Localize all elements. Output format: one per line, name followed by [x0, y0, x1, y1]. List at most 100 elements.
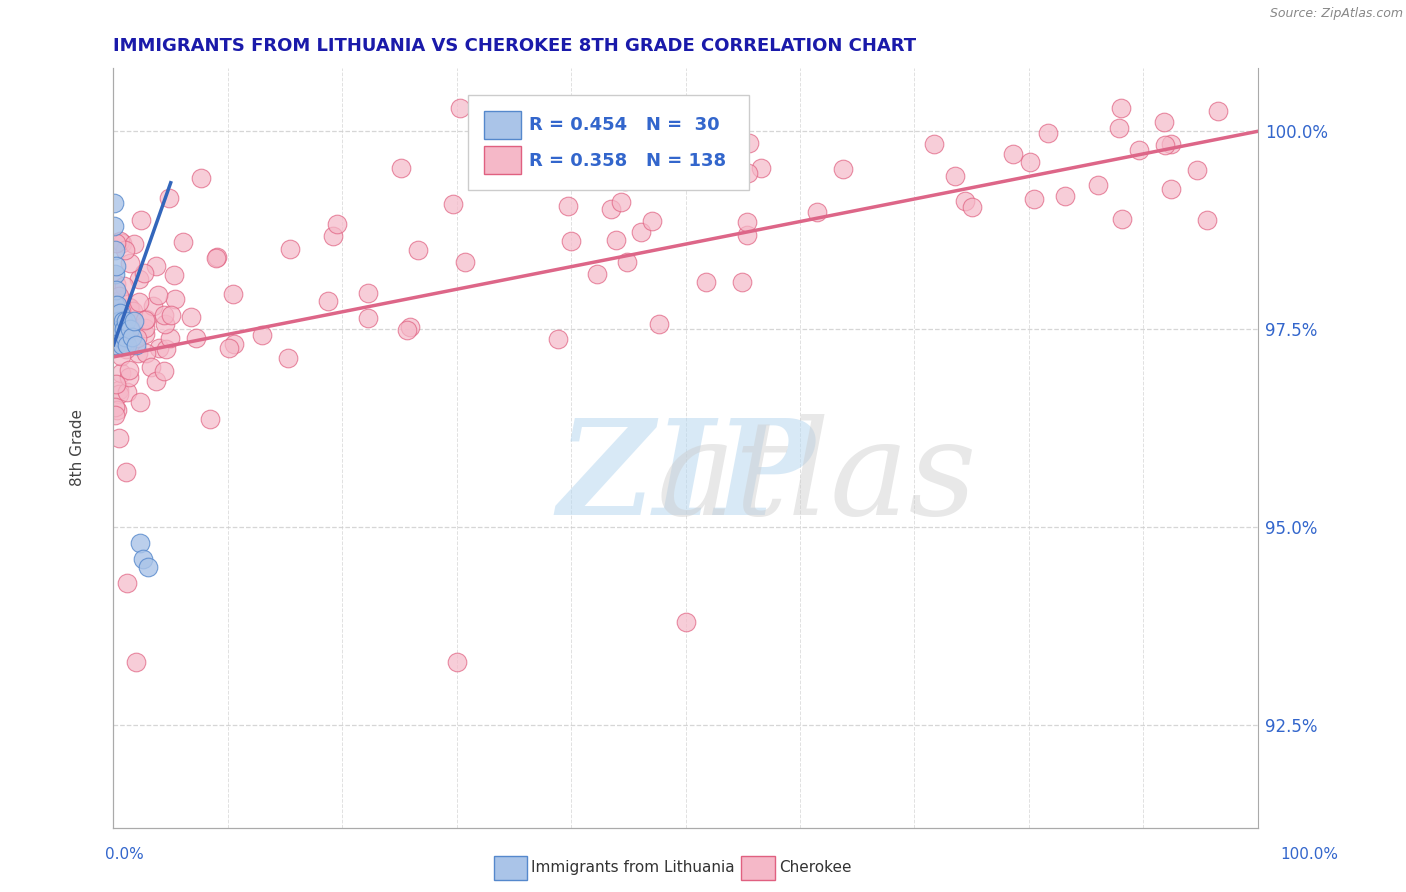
Point [108, 293, 131, 307]
Point [153, 318, 176, 332]
Point [107, 432, 129, 446]
Point [108, 383, 131, 397]
Point [104, 408, 127, 422]
Point [1160, 182, 1182, 196]
Point [108, 330, 131, 344]
Point [1154, 138, 1177, 153]
Point [832, 162, 855, 177]
Point [125, 331, 148, 345]
Point [128, 272, 150, 286]
Point [252, 327, 274, 342]
Point [441, 196, 464, 211]
Point [114, 330, 136, 344]
Point [160, 309, 183, 323]
Point [104, 283, 127, 297]
Text: R = 0.454   N =  30: R = 0.454 N = 30 [529, 116, 720, 134]
Point [105, 402, 128, 417]
Point [1087, 178, 1109, 192]
FancyBboxPatch shape [484, 112, 520, 138]
Point [104, 277, 127, 291]
Point [112, 322, 135, 336]
Point [142, 299, 165, 313]
Point [614, 174, 637, 188]
Point [148, 341, 170, 355]
Point [124, 236, 146, 251]
Point [105, 376, 128, 391]
Point [110, 306, 132, 320]
Point [605, 233, 627, 247]
Point [107, 321, 129, 335]
Point [389, 161, 412, 175]
Point [449, 101, 471, 115]
Point [157, 191, 180, 205]
Point [1038, 126, 1060, 140]
Point [125, 338, 148, 352]
Point [128, 295, 150, 310]
Point [118, 322, 141, 336]
Text: 100.0%: 100.0% [1281, 847, 1339, 862]
Point [118, 363, 141, 377]
Point [104, 267, 127, 281]
Point [107, 322, 129, 336]
Point [114, 336, 136, 351]
Point [134, 266, 156, 280]
Point [122, 314, 145, 328]
Point [953, 194, 976, 208]
Point [1053, 189, 1076, 203]
Point [204, 251, 226, 265]
Point [112, 339, 135, 353]
Point [318, 293, 340, 308]
Point [1197, 213, 1219, 227]
Point [117, 370, 139, 384]
Point [180, 310, 202, 325]
Point [924, 137, 946, 152]
Point [145, 374, 167, 388]
Point [547, 332, 569, 346]
Point [103, 195, 125, 210]
Point [648, 317, 671, 331]
Point [118, 300, 141, 314]
Point [104, 243, 127, 257]
Point [110, 304, 132, 318]
Point [148, 288, 170, 302]
Point [107, 339, 129, 353]
Point [278, 243, 301, 257]
Point [110, 322, 132, 336]
Point [107, 298, 129, 312]
Point [120, 256, 142, 270]
Text: IMMIGRANTS FROM LITHUANIA VS CHEROKEE 8TH GRADE CORRELATION CHART: IMMIGRANTS FROM LITHUANIA VS CHEROKEE 8T… [114, 37, 917, 55]
Point [735, 227, 758, 242]
Point [128, 536, 150, 550]
Point [111, 235, 134, 250]
Point [1153, 115, 1175, 129]
Point [322, 228, 344, 243]
Point [943, 169, 966, 184]
Text: atlas: atlas [657, 414, 977, 543]
Point [129, 213, 152, 227]
Point [600, 202, 623, 216]
Point [153, 364, 176, 378]
Point [641, 214, 664, 228]
Point [1024, 192, 1046, 206]
Point [616, 255, 638, 269]
Point [122, 304, 145, 318]
Point [695, 275, 717, 289]
Point [105, 235, 128, 250]
Point [738, 136, 761, 150]
Point [115, 465, 138, 479]
Point [108, 387, 131, 401]
Point [1002, 146, 1025, 161]
Point [1160, 136, 1182, 151]
Point [184, 331, 207, 345]
Point [115, 575, 138, 590]
Point [1111, 211, 1133, 226]
Point [132, 551, 155, 566]
Point [107, 289, 129, 303]
Point [127, 345, 149, 359]
Point [1128, 143, 1150, 157]
Point [1206, 104, 1229, 119]
Point [198, 412, 221, 426]
Point [110, 323, 132, 337]
Point [222, 287, 245, 301]
Point [118, 301, 141, 315]
